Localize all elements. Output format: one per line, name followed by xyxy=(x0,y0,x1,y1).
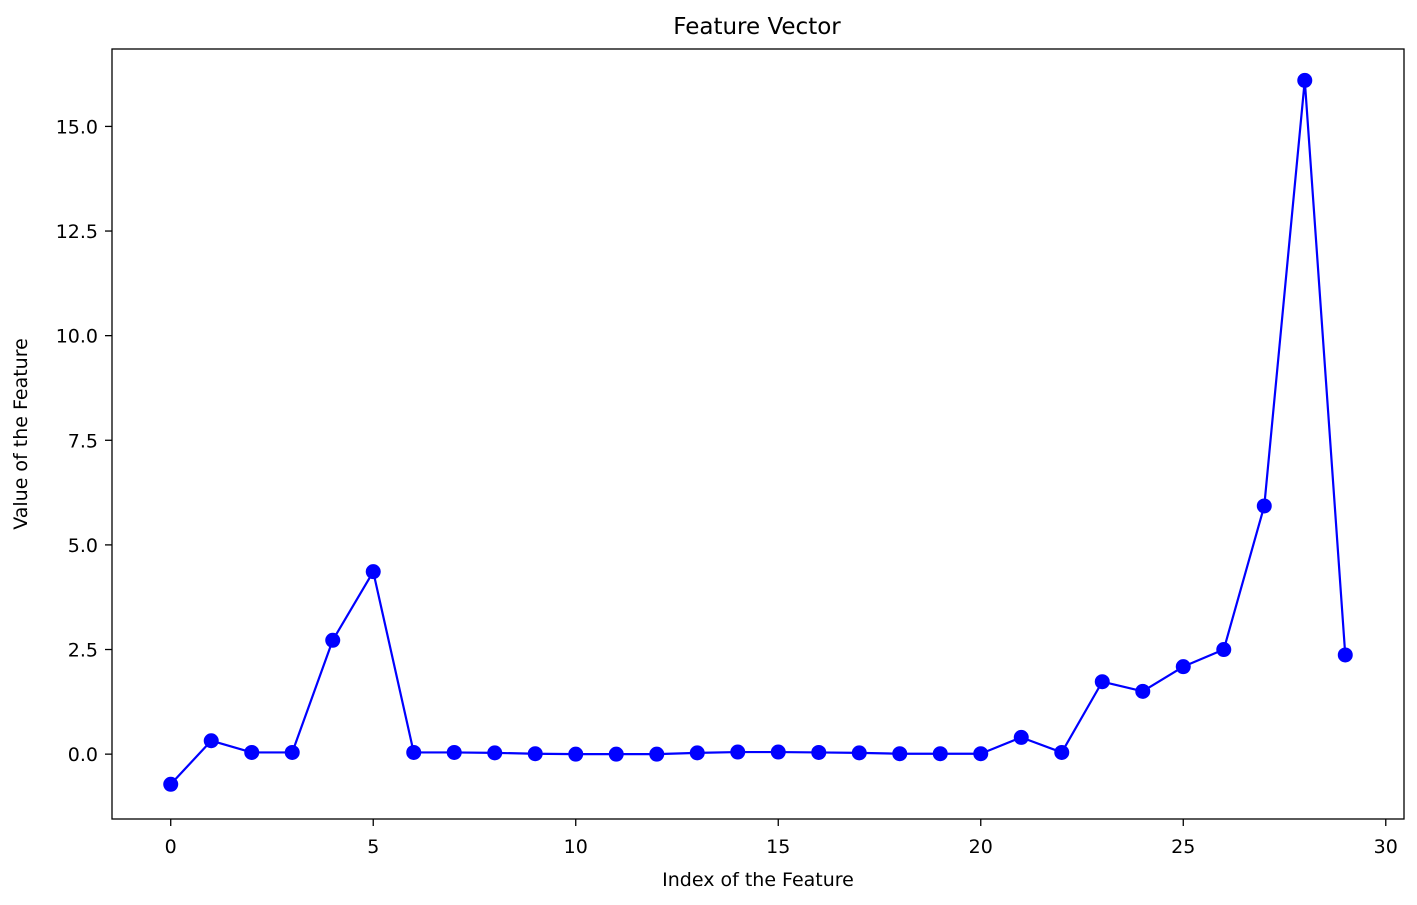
data-point xyxy=(568,746,584,762)
data-point xyxy=(244,744,260,760)
x-tick-label: 0 xyxy=(165,836,177,858)
y-tick-label: 0.0 xyxy=(68,744,98,766)
data-point xyxy=(1256,498,1272,514)
data-point xyxy=(1175,659,1191,675)
data-point xyxy=(892,746,908,762)
data-point xyxy=(770,744,786,760)
plot-frame xyxy=(111,48,1405,820)
data-point xyxy=(406,744,422,760)
data-point xyxy=(649,746,665,762)
data-point xyxy=(1135,683,1151,699)
data-point xyxy=(730,744,746,760)
y-tick-label: 15.0 xyxy=(56,116,98,138)
y-tick-label: 12.5 xyxy=(56,221,98,243)
data-point xyxy=(811,744,827,760)
data-point xyxy=(1216,642,1232,658)
data-point xyxy=(446,744,462,760)
x-tick-label: 10 xyxy=(564,836,588,858)
data-point xyxy=(1013,729,1029,745)
data-point xyxy=(284,744,300,760)
data-point xyxy=(487,745,503,761)
x-axis-label: Index of the Feature xyxy=(662,869,854,891)
y-tick-label: 5.0 xyxy=(68,535,98,557)
data-point xyxy=(1297,72,1313,88)
data-point xyxy=(1094,674,1110,690)
x-tick-label: 20 xyxy=(969,836,993,858)
data-point xyxy=(163,776,179,792)
x-axis-ticks: 0 5 10 15 20 25 30 xyxy=(165,819,1398,858)
data-point xyxy=(851,745,867,761)
data-point xyxy=(608,746,624,762)
x-tick-label: 30 xyxy=(1374,836,1398,858)
y-tick-label: 10.0 xyxy=(56,326,98,348)
data-point xyxy=(203,733,219,749)
data-point xyxy=(365,564,381,580)
chart-title: Feature Vector xyxy=(673,14,841,40)
x-tick-label: 5 xyxy=(367,836,379,858)
data-point xyxy=(1054,744,1070,760)
data-point xyxy=(527,746,543,762)
y-axis-ticks: 0.0 2.5 5.0 7.5 10.0 12.5 15.0 xyxy=(56,116,112,766)
data-point xyxy=(689,745,705,761)
x-tick-label: 25 xyxy=(1171,836,1195,858)
series-layer xyxy=(163,72,1353,792)
series-line xyxy=(169,79,1347,786)
y-axis-label: Value of the Feature xyxy=(10,338,32,530)
data-point xyxy=(973,746,989,762)
y-tick-label: 7.5 xyxy=(68,430,98,452)
y-tick-label: 2.5 xyxy=(68,640,98,662)
data-point xyxy=(1337,647,1353,663)
data-point xyxy=(325,632,341,648)
data-point xyxy=(932,746,948,762)
x-tick-label: 15 xyxy=(766,836,790,858)
